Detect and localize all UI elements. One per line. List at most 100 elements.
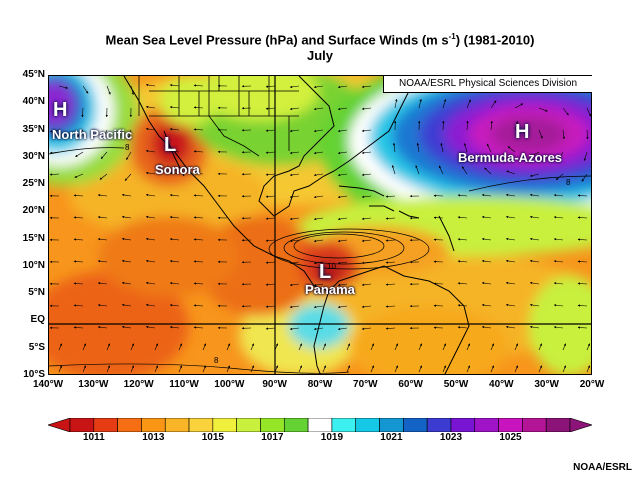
- wind-arrow: [169, 237, 180, 241]
- wind-arrow: [337, 173, 348, 177]
- colorbar-swatch: [164, 418, 190, 432]
- wind-arrow: [145, 193, 156, 197]
- latitude-label: EQ: [30, 314, 45, 326]
- wind-arrow: [577, 282, 588, 285]
- contour-label: 8: [566, 178, 571, 187]
- colorbar-swatch: [260, 418, 285, 432]
- north-pacific-high-letter: H: [53, 99, 68, 121]
- wind-arrow: [289, 327, 300, 331]
- wind-arrow: [193, 128, 204, 131]
- longitude-label: 130°W: [78, 379, 109, 390]
- wind-arrow: [193, 282, 204, 285]
- wind-arrow: [145, 105, 156, 109]
- wind-arrow: [289, 217, 300, 221]
- wind-arrow: [461, 166, 468, 175]
- wind-arrow: [121, 281, 132, 285]
- wind-arrow: [577, 304, 588, 307]
- contour-label: 8: [214, 356, 219, 365]
- wind-arrow: [337, 283, 348, 287]
- colorbar-swatch: [141, 418, 166, 432]
- wind-arrow: [457, 194, 468, 197]
- wind-arrow: [484, 167, 492, 175]
- wind-arrow: [586, 129, 589, 140]
- wind-arrow: [385, 283, 396, 286]
- wind-arrow: [529, 215, 540, 219]
- wind-arrow: [562, 365, 566, 373]
- wind-arrow: [337, 261, 348, 265]
- wind-arrow: [322, 365, 326, 373]
- wind-arrow: [121, 259, 132, 263]
- wind-arrow: [394, 343, 398, 351]
- colorbar-swatch: [545, 418, 571, 432]
- wind-arrow: [154, 365, 158, 373]
- longitude-label: 120°W: [123, 379, 154, 390]
- colorbar-tick-label: 1025: [499, 432, 522, 443]
- bermuda-azores-high-label: Bermuda-Azores: [458, 150, 563, 165]
- latitude-label: 35°N: [22, 123, 45, 135]
- wind-arrow: [169, 215, 180, 219]
- wind-arrow: [265, 305, 276, 308]
- longitude-label: 140°W: [32, 379, 64, 390]
- wind-arrow: [538, 365, 542, 373]
- wind-arrow: [77, 129, 84, 138]
- wind-arrow: [289, 173, 300, 177]
- colorbar-swatch: [450, 418, 476, 432]
- wind-arrow: [581, 173, 588, 182]
- wind-arrow: [82, 85, 89, 94]
- wind-arrow: [553, 326, 564, 329]
- wind-arrow: [313, 305, 324, 309]
- wind-arrow: [394, 365, 398, 373]
- wind-arrow: [361, 85, 372, 89]
- colorbar-swatch: [283, 418, 309, 432]
- wind-arrow: [274, 365, 278, 373]
- wind-arrow: [486, 143, 492, 153]
- wind-arrow: [193, 304, 204, 307]
- wind-arrow: [586, 365, 590, 373]
- wind-arrow: [514, 365, 518, 373]
- map-title: Mean Sea Level Pressure (hPa) and Surfac…: [105, 32, 535, 48]
- wind-arrow: [577, 260, 588, 263]
- wind-arrow: [457, 326, 468, 329]
- wind-arrow: [361, 107, 372, 111]
- contour-label: 10: [327, 262, 336, 271]
- wind-arrow: [577, 238, 588, 241]
- colorbar-tick-label: 1013: [142, 432, 165, 443]
- colorbar-swatch: [498, 418, 523, 432]
- credit-box: NOAA/ESRL Physical Sciences Division: [383, 76, 592, 93]
- wind-arrow: [361, 305, 372, 309]
- wind-arrow: [193, 238, 204, 241]
- wind-arrow: [265, 283, 276, 286]
- wind-arrow: [322, 343, 326, 351]
- wind-arrow: [265, 195, 276, 198]
- wind-arrow: [289, 151, 300, 155]
- colorbar-tick-label: 1017: [261, 432, 284, 443]
- wind-arrow: [289, 195, 300, 199]
- wind-arrow: [49, 151, 60, 154]
- wind-arrow: [529, 281, 540, 285]
- longitude-label: 80°W: [307, 379, 333, 390]
- map-subtitle: July: [306, 48, 333, 63]
- sonora-low-letter: L: [164, 134, 177, 156]
- wind-arrow: [438, 165, 444, 175]
- wind-arrow: [265, 85, 276, 88]
- wind-arrow: [49, 173, 60, 176]
- wind-arrow: [490, 120, 493, 131]
- wind-arrow: [58, 85, 68, 89]
- latitude-label: 10°S: [23, 369, 45, 380]
- wind-arrow: [346, 343, 350, 351]
- wind-arrow: [385, 261, 396, 264]
- latitude-label: 45°N: [22, 69, 45, 80]
- wind-arrow: [538, 107, 548, 112]
- wind-arrow: [73, 282, 84, 285]
- panama-low-label: Panama: [305, 282, 355, 297]
- wind-arrow: [562, 107, 569, 116]
- colorbar-swatch: [355, 418, 380, 432]
- wind-arrow: [361, 283, 372, 287]
- latitude-label: 40°N: [22, 96, 45, 108]
- colorbar-tick-label: 1023: [439, 432, 463, 443]
- sonora-low-label: Sonora: [155, 162, 200, 177]
- wind-arrow: [226, 343, 230, 351]
- wind-arrow: [75, 151, 84, 158]
- wind-arrow: [265, 129, 276, 132]
- wind-arrow: [193, 216, 204, 219]
